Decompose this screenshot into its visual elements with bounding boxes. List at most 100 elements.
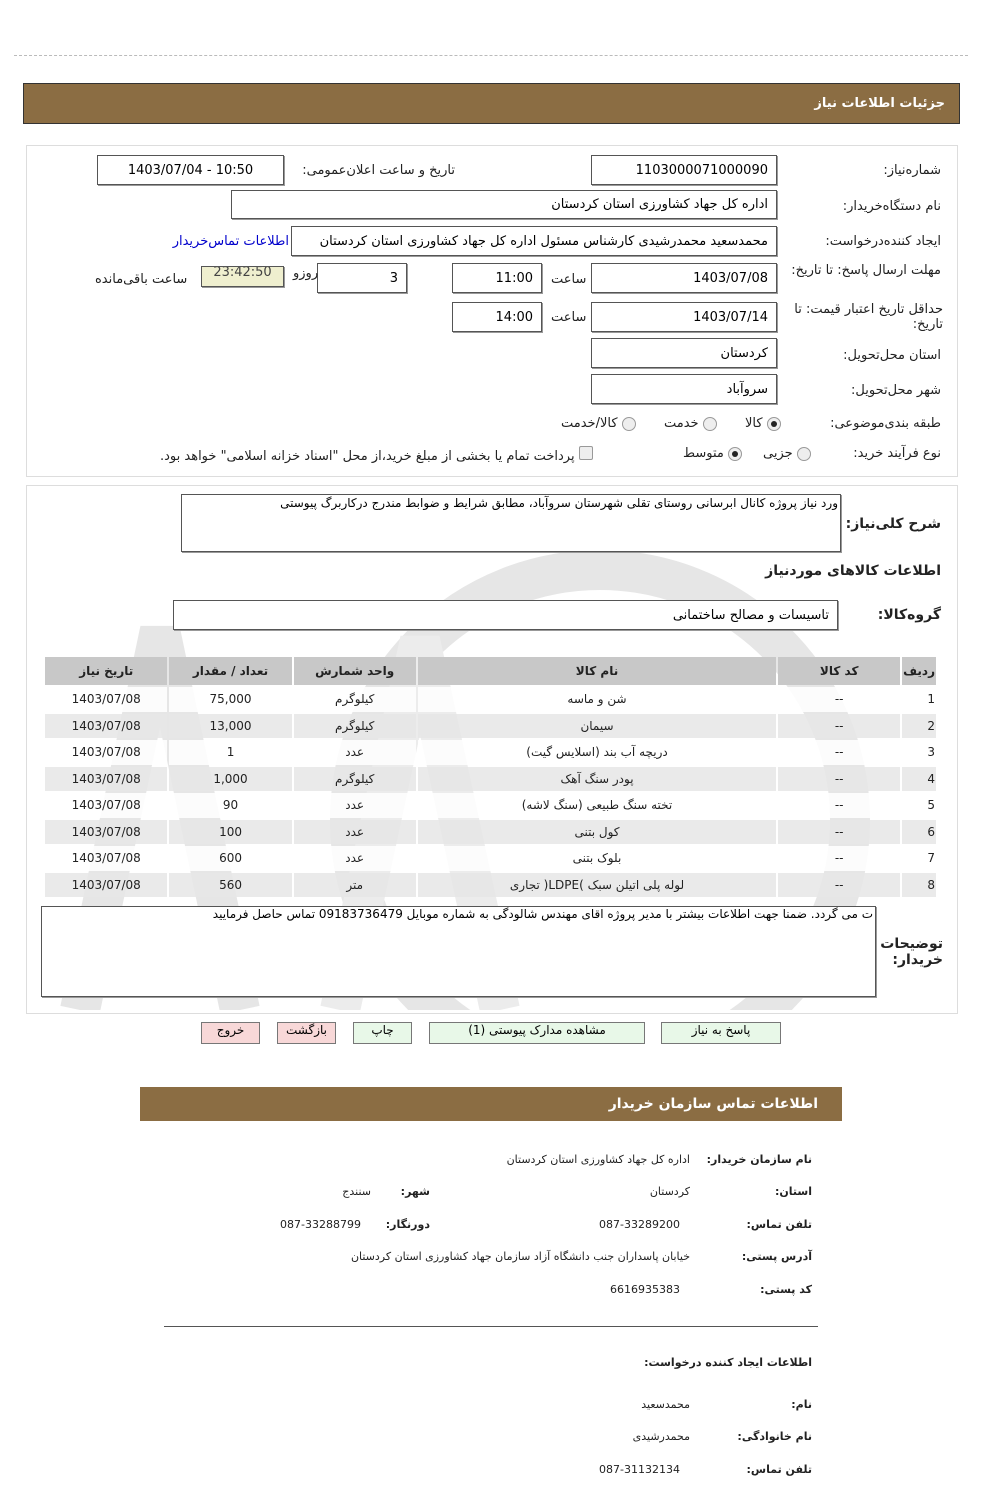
phone-label: تلفن تماس: [746, 1218, 812, 1231]
process-option-medium[interactable]: متوسط [683, 446, 742, 461]
table-row: 1 -- شن و ماسه کیلوگرم 75,000 1403/07/08 [45, 687, 936, 712]
radio-icon[interactable] [621, 416, 636, 431]
cell-date: 1403/07/08 [45, 713, 168, 738]
option-label: خدمت [664, 416, 699, 431]
cell-unit: عدد [293, 740, 416, 765]
postal-value: 6616935383 [610, 1283, 680, 1296]
deadline-date-field: 1403/07/08 [591, 263, 777, 293]
cell-date: 1403/07/08 [45, 819, 168, 844]
cell-date: 1403/07/08 [45, 766, 168, 791]
details-panel [26, 485, 958, 1014]
checkbox-icon[interactable] [578, 446, 593, 460]
cell-name: پودر سنگ آهک [417, 766, 777, 791]
countdown-timer: 23:42:50 [201, 266, 284, 287]
cell-code: -- [778, 766, 901, 791]
city-field: سروآباد [591, 374, 777, 404]
option-label: کالا/خدمت [561, 416, 618, 431]
group-field: تاسیسات و مصالح ساختمانی [173, 600, 838, 630]
family-label: نام خانوادگی: [737, 1430, 812, 1443]
cell-code: -- [778, 846, 901, 871]
creator-label: ایجاد کننده‌درخواست: [825, 234, 941, 249]
radio-icon[interactable] [796, 446, 811, 461]
contact-header: اطلاعات تماس سازمان خریدار [140, 1087, 842, 1121]
table-row: 2 -- سیمان کیلوگرم 13,000 1403/07/08 [45, 713, 936, 738]
cell-date: 1403/07/08 [45, 846, 168, 871]
description-field: ورد نیاز پروژه کانال ابرسانی روستای تقلی… [181, 494, 841, 552]
cell-quantity: 75,000 [169, 687, 292, 712]
print-button[interactable]: چاپ [353, 1022, 412, 1044]
cell-unit: کیلوگرم [293, 713, 416, 738]
payment-note: پرداخت تمام یا بخشی از مبلغ خرید،از محل … [160, 449, 575, 464]
family-value: محمدرشیدی [632, 1430, 690, 1443]
cell-unit: متر [293, 872, 416, 897]
cell-name: بلوک بتنی [417, 846, 777, 871]
cell-quantity: 13,000 [169, 713, 292, 738]
treasury-payment-checkbox[interactable]: پرداخت تمام یا بخشی از مبلغ خرید،از محل … [160, 446, 593, 464]
name-value: محمدسعید [641, 1398, 690, 1411]
radio-icon[interactable] [702, 416, 717, 431]
cell-code: -- [778, 740, 901, 765]
creator-field: محمدسعید محمدرشیدی کارشناس مسئول اداره ک… [291, 226, 777, 256]
validity-hour-label: ساعت [551, 310, 587, 325]
category-option-service[interactable]: خدمت [664, 416, 717, 431]
city-label: شهر محل‌تحویل: [851, 383, 941, 398]
cell-row: 2 [902, 713, 936, 738]
table-row: 5 -- تخته سنگ طبیعی (سنگ لاشه) عدد 90 1403/07… [45, 793, 936, 818]
reply-button[interactable]: پاسخ به نیاز [661, 1022, 781, 1044]
cell-unit: عدد [293, 846, 416, 871]
need-number-field: 1103000071000090 [591, 155, 777, 185]
category-option-goods[interactable]: کالا [745, 416, 781, 431]
cell-quantity: 90 [169, 793, 292, 818]
province-field: کردستان [591, 338, 777, 368]
category-option-both[interactable]: کالا/خدمت [561, 416, 636, 431]
need-number-label: شماره‌نیاز: [883, 163, 941, 178]
creator-phone-value: 087-31132134 [599, 1463, 680, 1476]
col-quantity: تعداد / مقدار [169, 657, 292, 685]
deadline-label: مهلت ارسال پاسخ: تا تاریخ: [791, 263, 941, 278]
validity-time-field: 14:00 [452, 302, 542, 332]
group-label: گروه‌کالا: [877, 607, 941, 623]
cell-unit: کیلوگرم [293, 687, 416, 712]
contact-city-label: شهر: [400, 1185, 430, 1198]
contact-divider [164, 1326, 818, 1327]
cell-code: -- [778, 872, 901, 897]
info-panel [26, 145, 958, 477]
view-attachments-button[interactable]: مشاهده مدارک پیوستی (1) [429, 1022, 645, 1044]
validity-date-field: 1403/07/14 [591, 302, 777, 332]
table-row: 6 -- کول بتنی عدد 100 1403/07/08 [45, 819, 936, 844]
cell-code: -- [778, 819, 901, 844]
radio-icon[interactable] [766, 416, 781, 431]
cell-code: -- [778, 713, 901, 738]
top-divider [14, 55, 968, 56]
col-unit: واحد شمارش [293, 657, 416, 685]
process-label: نوع فرآیند خرید: [853, 446, 941, 461]
process-option-minor[interactable]: جزیی [763, 446, 811, 461]
announce-label: تاریخ و ساعت اعلان‌عمومی: [302, 163, 455, 178]
contact-province-value: کردستان [649, 1185, 690, 1198]
cell-unit: عدد [293, 793, 416, 818]
page-title: جزئیات اطلاعات نیاز [814, 96, 945, 111]
deadline-hour-label: ساعت [551, 272, 587, 287]
back-button[interactable]: بازگشت [277, 1022, 336, 1044]
cell-row: 6 [902, 819, 936, 844]
cell-date: 1403/07/08 [45, 793, 168, 818]
days-field: 3 [317, 263, 407, 293]
cell-quantity: 1,000 [169, 766, 292, 791]
description-label: شرح کلی‌نیاز: [845, 516, 941, 532]
contact-title: اطلاعات تماس سازمان خریدار [608, 1096, 818, 1112]
phone-value: 087-33289200 [599, 1218, 680, 1231]
buyer-contact-link[interactable]: اطلاعات تماس‌خریدار [172, 234, 289, 249]
days-label: روزو [293, 266, 319, 281]
page-header: جزئیات اطلاعات نیاز [23, 83, 960, 124]
table-row: 4 -- پودر سنگ آهک کیلوگرم 1,000 1403/07/08 [45, 766, 936, 791]
cell-unit: عدد [293, 819, 416, 844]
cell-name: شن و ماسه [417, 687, 777, 712]
cell-row: 5 [902, 793, 936, 818]
radio-icon[interactable] [727, 446, 742, 461]
exit-button[interactable]: خروج [201, 1022, 260, 1044]
category-label: طبقه بندی‌موضوعی: [830, 416, 941, 431]
table-row: 8 -- لوله پلی اتیلن سبک )LDPE( تجاری متر 560… [45, 872, 936, 897]
org-value: اداره کل جهاد کشاورزی استان کردستان [506, 1153, 690, 1166]
table-header: ردیف کد کالا نام کالا واحد شمارش تعداد /… [45, 657, 936, 685]
postal-label: کد پستی: [760, 1283, 812, 1296]
